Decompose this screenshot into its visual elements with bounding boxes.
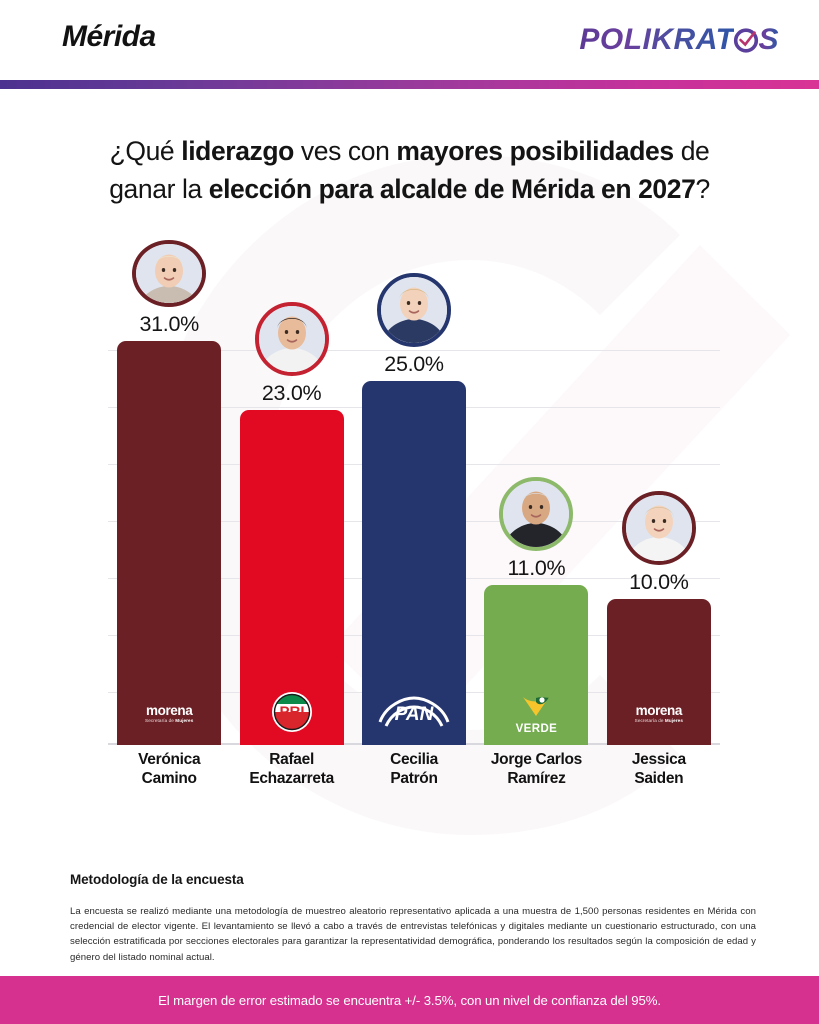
poll-question: ¿Qué liderazgo ves con mayores posibilid… (50, 132, 769, 208)
candidate-avatar (377, 273, 452, 347)
party-logo-morena: morena Secretaría de Mujeres (634, 703, 683, 724)
candidate-name-line1: Verónica (138, 751, 201, 768)
circle-check-icon (733, 27, 759, 53)
bar-value-label: 23.0% (261, 381, 322, 405)
methodology-body: La encuesta se realizó mediante una meto… (70, 906, 756, 963)
candidate-name-label: Verónica Camino (108, 751, 230, 788)
candidate-name-line1: Jorge Carlos (490, 751, 582, 768)
chart-bar[interactable]: morena Secretaría de Mujeres (117, 341, 222, 745)
chart-category-labels: Verónica Camino Rafael Echazarreta Cecilia Pa… (108, 751, 720, 788)
bar-party-logo: PRI (240, 691, 344, 738)
candidate-name-label: Cecilia Patrón (353, 751, 475, 788)
party-logo-pan: PAN (376, 695, 452, 734)
candidate-avatar (621, 491, 696, 565)
chart-bar-item[interactable]: 31.0% morena Secretaría de Mujeres (108, 240, 230, 745)
brand-name-prefix: POLIKRAT (579, 23, 735, 56)
results-bar-chart: 31.0% morena Secretaría de Mujeres 23.0% PRI… (108, 240, 720, 745)
candidate-avatar (499, 477, 574, 551)
page-title: Mérida (62, 20, 156, 53)
candidate-name-line2: Camino (141, 769, 197, 787)
chart-bar-item[interactable]: 23.0% PRI (230, 240, 352, 745)
question-part-5: de (673, 136, 710, 166)
question-part-1: ¿Qué (109, 136, 182, 166)
bar-value-label: 11.0% (507, 556, 566, 580)
chart-bar-group: 31.0% morena Secretaría de Mujeres 23.0% PRI… (108, 240, 720, 745)
candidate-name-line2: Patrón (390, 769, 438, 787)
candidate-name-label: Jorge Carlos Ramírez (475, 751, 597, 788)
brand-logo[interactable]: POLIKRAT S (579, 22, 779, 58)
question-part-8: ? (695, 174, 710, 204)
candidate-avatar (132, 240, 207, 308)
candidate-name-line1: Cecilia (390, 751, 438, 768)
bar-party-logo: PAN (362, 693, 466, 735)
party-logo-pri: PRI (271, 691, 313, 738)
chart-bar[interactable]: PAN (362, 381, 467, 745)
bar-party-logo: VERDE (484, 693, 588, 735)
methodology-section: Metodología de la encuesta La encuesta s… (70, 872, 756, 965)
candidate-name-label: Jessica Saiden (598, 751, 720, 788)
chart-bar-item[interactable]: 25.0% PAN (353, 240, 475, 745)
candidate-name-label: Rafael Echazarreta (230, 751, 352, 788)
question-part-4: mayores posibilidades (396, 136, 674, 166)
bar-value-label: 10.0% (629, 570, 689, 594)
chart-bar[interactable]: PRI (239, 410, 344, 745)
candidate-name-line2: Echazarreta (249, 769, 334, 787)
chart-bar[interactable]: VERDE (484, 585, 589, 745)
bar-value-label: 31.0% (139, 312, 199, 337)
question-part-6: ganar la (109, 174, 209, 204)
candidate-name-line1: Jessica (631, 751, 686, 768)
footer-bar: El margen de error estimado se encuentra… (0, 976, 819, 1024)
chart-bar-item[interactable]: 10.0% morena Secretaría de Mujeres (598, 240, 720, 745)
candidate-name-line1: Rafael (269, 751, 314, 768)
party-logo-verde: VERDE (516, 694, 558, 735)
brand-name-suffix: S (758, 23, 779, 56)
page-header: Mérida POLIKRAT S (0, 0, 819, 78)
header-gradient-divider (0, 80, 819, 89)
candidate-avatar (254, 302, 329, 376)
question-part-7: elección para alcalde de Mérida en 2027 (208, 174, 696, 204)
chart-bar[interactable]: morena Secretaría de Mujeres (606, 599, 711, 745)
svg-text:PAN: PAN (395, 704, 435, 725)
bar-party-logo: morena Secretaría de Mujeres (607, 693, 711, 735)
margin-of-error-text: El margen de error estimado se encuentra… (158, 992, 661, 1008)
party-logo-morena: morena Secretaría de Mujeres (145, 703, 194, 724)
bar-value-label: 25.0% (384, 352, 444, 376)
candidate-name-line2: Ramírez (507, 769, 566, 787)
candidate-name-line2: Saiden (634, 769, 684, 787)
chart-bar-item[interactable]: 11.0% VERDE (475, 240, 597, 745)
question-part-2: liderazgo (181, 136, 294, 166)
question-part-3: ves con (293, 136, 397, 166)
svg-text:PRI: PRI (279, 703, 304, 720)
methodology-title: Metodología de la encuesta (70, 872, 244, 887)
bar-party-logo: morena Secretaría de Mujeres (117, 693, 221, 735)
